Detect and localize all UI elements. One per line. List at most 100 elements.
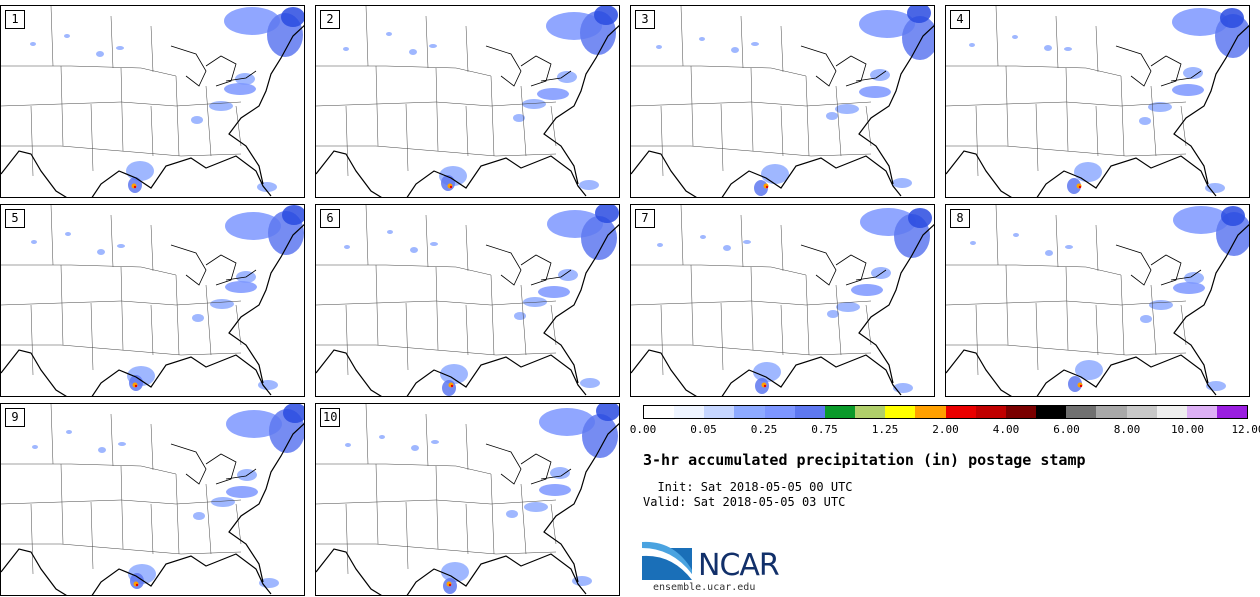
state-border xyxy=(1,145,242,157)
state-border xyxy=(975,105,979,177)
state-border xyxy=(550,503,557,545)
precip-area xyxy=(537,88,569,100)
colorbar-tick-label: 1.25 xyxy=(871,423,899,436)
state-border xyxy=(1150,284,1157,356)
state-border xyxy=(316,264,492,276)
colorbar-swatch xyxy=(915,406,946,418)
precip-area xyxy=(441,562,469,582)
state-border xyxy=(120,266,124,351)
state-border xyxy=(435,67,439,152)
colorbar-swatch xyxy=(1066,406,1097,418)
map-panel: 4 xyxy=(945,5,1250,198)
state-border xyxy=(1055,15,1059,69)
precip-map xyxy=(946,6,1249,197)
colorbar-swatch xyxy=(764,406,795,418)
state-border xyxy=(316,499,557,505)
precip-area xyxy=(1183,67,1203,79)
precip-area xyxy=(539,408,595,436)
state-border xyxy=(425,214,429,268)
state-border xyxy=(110,413,114,467)
precip-area xyxy=(66,430,72,434)
state-border xyxy=(120,67,124,152)
precip-core xyxy=(134,384,138,388)
precip-core xyxy=(765,185,769,189)
precip-map xyxy=(631,205,934,396)
state-border xyxy=(110,15,114,69)
precip-area xyxy=(699,37,705,41)
member-number: 2 xyxy=(320,10,340,29)
great-lakes-outline xyxy=(485,45,572,87)
member-number: 10 xyxy=(320,408,341,427)
state-border xyxy=(1095,25,1099,73)
precip-area xyxy=(442,380,456,396)
precip-area xyxy=(429,44,437,48)
colorbar-swatch xyxy=(1096,406,1127,418)
precip-area xyxy=(225,212,281,240)
state-border xyxy=(90,501,94,570)
precip-area xyxy=(558,269,578,281)
state-border xyxy=(345,105,349,177)
precip-area xyxy=(851,284,883,296)
colorbar-tick-label: 2.00 xyxy=(932,423,959,436)
precip-area xyxy=(1044,45,1052,51)
precip-area xyxy=(96,51,104,57)
site-url: ensemble.ucar.edu xyxy=(653,582,756,593)
precip-area xyxy=(1172,8,1228,36)
precip-area xyxy=(64,34,70,38)
state-border xyxy=(465,503,469,555)
colorbar-swatch xyxy=(794,406,825,418)
precip-area xyxy=(826,112,838,120)
colorbar-swatch xyxy=(1126,406,1157,418)
state-border xyxy=(150,25,154,73)
coastline xyxy=(316,25,619,197)
state-border xyxy=(365,6,369,67)
colorbar-swatch xyxy=(674,406,705,418)
state-border xyxy=(235,503,242,545)
colorbar-tick-label: 0.75 xyxy=(811,423,838,436)
precip-core xyxy=(135,583,139,587)
state-border xyxy=(631,264,807,276)
precip-area xyxy=(582,414,618,458)
precip-area xyxy=(118,442,126,446)
precip-area xyxy=(226,410,282,438)
state-border xyxy=(490,473,495,555)
state-border xyxy=(550,105,557,147)
state-border xyxy=(946,264,1122,276)
precip-area xyxy=(579,180,599,190)
colorbar-swatch xyxy=(824,406,856,418)
great-lakes-outline xyxy=(800,244,887,286)
precip-area xyxy=(892,178,912,188)
state-border xyxy=(720,103,724,172)
precip-area xyxy=(211,497,235,507)
member-number: 8 xyxy=(950,209,970,228)
state-border xyxy=(946,145,1187,157)
state-border xyxy=(1055,214,1059,268)
colorbar-swatch xyxy=(1216,406,1248,418)
precip-core xyxy=(450,384,454,388)
coastline xyxy=(316,224,619,396)
great-lakes-outline xyxy=(1115,45,1202,87)
great-lakes-outline xyxy=(800,45,887,87)
state-border xyxy=(465,304,469,356)
state-border xyxy=(150,105,154,157)
precip-area xyxy=(1184,272,1204,284)
colorbar-tick-label: 6.00 xyxy=(1053,423,1080,436)
member-number: 1 xyxy=(5,10,25,29)
colorbar-swatch xyxy=(704,406,735,418)
member-number: 3 xyxy=(635,10,655,29)
map-panel: 9 xyxy=(0,403,305,596)
precip-area xyxy=(126,161,154,181)
state-border xyxy=(316,145,557,157)
colorbar-tick-label: 0.00 xyxy=(629,423,657,436)
state-border xyxy=(1065,266,1069,351)
state-border xyxy=(435,465,439,550)
state-border xyxy=(405,302,409,371)
state-border xyxy=(1095,304,1099,356)
state-border xyxy=(1005,264,1009,346)
precip-area xyxy=(430,242,438,246)
precip-area xyxy=(524,502,548,512)
state-border xyxy=(946,344,1187,356)
precip-area xyxy=(743,240,751,244)
precip-core xyxy=(1078,185,1082,189)
precip-area xyxy=(345,443,351,447)
